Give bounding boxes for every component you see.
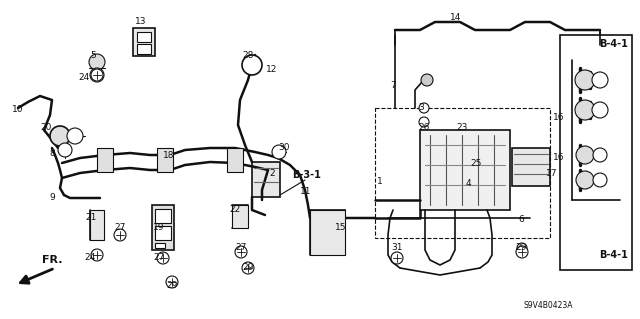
Text: 28: 28 [243, 50, 253, 60]
Bar [375, 108, 550, 238]
Text: 25: 25 [470, 159, 482, 167]
Text: 14: 14 [451, 13, 461, 23]
Bar [155, 209, 171, 223]
Text: 23: 23 [456, 123, 468, 132]
Circle shape [576, 146, 594, 164]
Text: 27: 27 [236, 243, 246, 253]
Bar [232, 205, 248, 228]
Circle shape [575, 70, 595, 90]
Text: 31: 31 [391, 243, 403, 253]
Bar [157, 148, 173, 172]
Bar [227, 148, 243, 172]
Text: 29: 29 [166, 280, 178, 290]
Circle shape [392, 253, 402, 263]
Text: 10: 10 [12, 106, 24, 115]
Bar [420, 130, 510, 210]
Circle shape [576, 171, 594, 189]
Text: 11: 11 [300, 188, 312, 197]
Bar [137, 44, 151, 54]
Bar [310, 210, 345, 255]
Circle shape [50, 126, 70, 146]
Text: 30: 30 [278, 144, 290, 152]
Text: 27: 27 [115, 224, 125, 233]
Circle shape [90, 68, 104, 82]
Bar [155, 243, 165, 248]
Circle shape [89, 54, 105, 70]
Circle shape [166, 276, 178, 288]
Bar [152, 205, 174, 250]
Text: 5: 5 [90, 51, 96, 61]
Text: 24: 24 [78, 73, 90, 83]
Text: 8: 8 [49, 149, 55, 158]
Text: 9: 9 [49, 194, 55, 203]
Text: 4: 4 [465, 179, 471, 188]
Bar [97, 148, 113, 172]
Text: 6: 6 [518, 216, 524, 225]
Text: B-3-1: B-3-1 [292, 170, 321, 180]
Circle shape [91, 69, 103, 81]
Text: 29: 29 [243, 263, 253, 272]
Text: B-4-1: B-4-1 [600, 39, 628, 49]
Bar [137, 32, 151, 42]
Circle shape [91, 249, 103, 261]
Circle shape [419, 117, 429, 127]
Text: 17: 17 [547, 168, 557, 177]
Circle shape [592, 102, 608, 118]
Circle shape [235, 246, 247, 258]
Text: 18: 18 [163, 152, 175, 160]
Text: S9V4B0423A: S9V4B0423A [524, 300, 573, 309]
Circle shape [421, 74, 433, 86]
Text: 12: 12 [266, 65, 278, 75]
Circle shape [593, 148, 607, 162]
Text: 15: 15 [335, 224, 347, 233]
Circle shape [114, 229, 126, 241]
Circle shape [517, 243, 527, 253]
Text: 16: 16 [553, 153, 564, 162]
Circle shape [58, 143, 72, 157]
Circle shape [67, 128, 83, 144]
Circle shape [516, 246, 528, 258]
Text: 22: 22 [229, 205, 241, 214]
Text: 3: 3 [418, 103, 424, 113]
Text: 13: 13 [135, 18, 147, 26]
Text: 20: 20 [40, 123, 52, 132]
Text: 27: 27 [154, 254, 164, 263]
Text: 1: 1 [377, 177, 383, 187]
Bar [133, 28, 155, 56]
Circle shape [242, 55, 262, 75]
Text: B-4-1: B-4-1 [600, 250, 628, 260]
Bar [155, 226, 171, 240]
Text: 24: 24 [84, 254, 95, 263]
Text: 21: 21 [85, 213, 97, 222]
Circle shape [157, 252, 169, 264]
Text: 19: 19 [153, 224, 164, 233]
Text: 7: 7 [390, 80, 396, 90]
Circle shape [242, 262, 254, 274]
Bar [90, 210, 104, 240]
Text: 16: 16 [553, 114, 564, 122]
Text: 29: 29 [515, 243, 527, 253]
Circle shape [419, 103, 429, 113]
Circle shape [575, 100, 595, 120]
Bar [252, 162, 280, 197]
Text: 26: 26 [419, 123, 429, 132]
Text: 2: 2 [269, 168, 275, 177]
Circle shape [391, 252, 403, 264]
Circle shape [593, 173, 607, 187]
Circle shape [272, 145, 286, 159]
Text: FR.: FR. [42, 255, 62, 265]
Bar [560, 35, 632, 270]
Bar [512, 148, 550, 186]
Circle shape [592, 72, 608, 88]
